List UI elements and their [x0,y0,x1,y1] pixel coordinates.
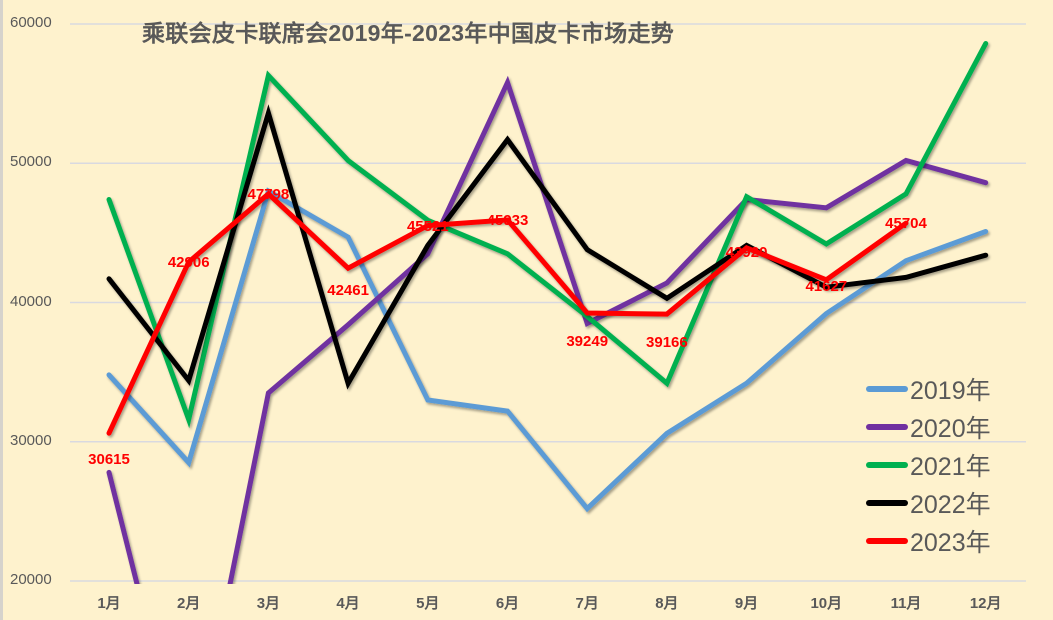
chart-title: 乘联会皮卡联席会2019年-2023年中国皮卡市场走势 [142,20,675,46]
data-label: 45521 [406,217,449,235]
x-tick-label: 9月 [734,595,759,612]
x-tick-label: 3月 [256,595,281,612]
legend-label: 2021年 [910,453,991,481]
x-tick-label: 2月 [177,595,201,612]
y-tick-label: 20000 [10,571,52,588]
x-tick-label: 5月 [416,595,440,612]
y-tick-label: 60000 [10,14,52,31]
legend-label: 2020年 [910,415,991,443]
data-label: 47798 [247,185,290,203]
series-line-2021年 [106,41,989,429]
legend-label: 2019年 [910,377,991,405]
legend-item: 2022年 [866,484,991,522]
data-label: 39249 [566,332,609,350]
legend-line-icon [866,424,908,430]
series-line-2020年 [106,75,989,584]
data-label: 30615 [88,451,130,469]
data-label: 42461 [327,282,369,300]
legend: 2019年 2020年 2021年 2022年 2023年 [866,370,991,560]
x-tick-label: 12月 [969,595,1002,612]
series-line-2022年 [106,104,989,390]
legend-label: 2023年 [910,529,991,557]
series-line-2023年 [106,190,909,436]
legend-line-icon [866,386,908,392]
legend-line-icon [866,462,908,468]
legend-item: 2023年 [866,522,991,560]
x-tick-label: 8月 [655,595,679,612]
legend-item: 2019年 [866,370,991,408]
y-tick-label: 50000 [10,153,52,171]
data-label: 43920 [725,243,768,261]
data-label: 42906 [167,254,210,272]
x-tick-label: 7月 [575,595,599,612]
legend-item: 2020年 [866,408,991,446]
x-tick-label: 11月 [890,595,922,612]
legend-label: 2022年 [910,491,991,519]
x-tick-label: 1月 [97,595,121,612]
y-tick-label: 30000 [10,431,52,449]
data-label: 45933 [486,211,529,229]
x-tick-label: 6月 [495,595,520,612]
data-label: 39166 [646,334,688,352]
legend-line-icon [866,500,908,506]
legend-line-icon [866,538,908,544]
y-tick-label: 40000 [10,292,52,310]
x-tick-label: 10月 [810,595,843,612]
x-tick-label: 4月 [336,595,360,612]
legend-item: 2021年 [866,446,991,484]
data-label: 41627 [805,277,848,295]
data-label: 45704 [885,215,927,233]
series-line-2019年 [106,187,989,513]
